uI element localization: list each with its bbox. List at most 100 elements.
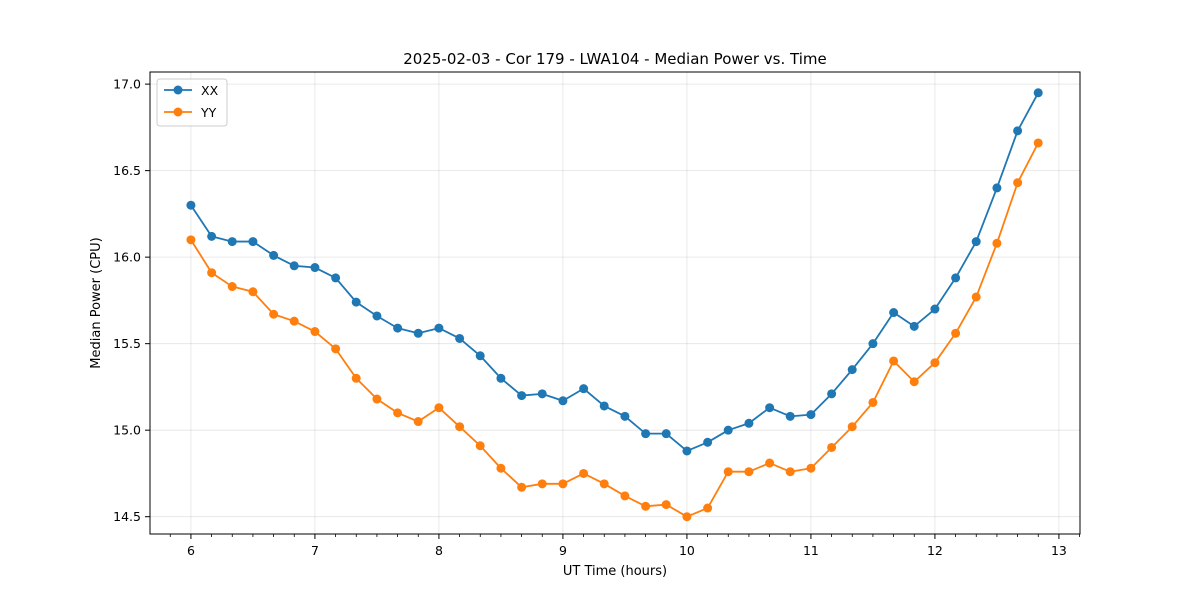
y-tick-label: 17.0: [113, 77, 141, 92]
data-point-xx: [351, 297, 361, 307]
data-point-xx: [951, 273, 961, 283]
data-point-xx: [930, 304, 940, 314]
data-point-yy: [951, 328, 961, 338]
y-tick-label: 14.5: [113, 509, 141, 524]
data-point-yy: [289, 316, 299, 326]
data-point-yy: [186, 235, 196, 245]
data-point-xx: [537, 389, 547, 399]
x-tick-label: 9: [559, 543, 567, 558]
x-tick-label: 11: [803, 543, 819, 558]
data-point-yy: [930, 358, 940, 368]
series-layer: [186, 88, 1043, 522]
data-point-yy: [434, 403, 444, 413]
data-point-xx: [496, 373, 506, 383]
data-point-yy: [661, 500, 671, 510]
data-point-yy: [248, 287, 258, 297]
data-point-xx: [682, 446, 692, 456]
data-point-xx: [599, 401, 609, 411]
x-tick-label: 12: [927, 543, 943, 558]
data-point-yy: [413, 417, 423, 427]
data-point-yy: [971, 292, 981, 302]
data-point-xx: [289, 261, 299, 271]
data-point-xx: [1013, 126, 1023, 136]
data-point-yy: [620, 491, 630, 501]
data-point-xx: [703, 437, 713, 447]
x-tick-label: 10: [679, 543, 695, 558]
data-point-xx: [372, 311, 382, 321]
y-tick-label: 16.5: [113, 163, 141, 178]
data-point-xx: [207, 231, 217, 241]
data-point-xx: [765, 403, 775, 413]
data-point-yy: [393, 408, 403, 418]
data-point-yy: [723, 467, 733, 477]
data-point-yy: [703, 503, 713, 513]
legend-label-yy: YY: [200, 105, 217, 120]
data-point-xx: [847, 365, 857, 375]
data-point-yy: [868, 397, 878, 407]
data-point-yy: [641, 501, 651, 511]
data-point-yy: [909, 377, 919, 387]
data-point-yy: [558, 479, 568, 489]
data-point-yy: [806, 463, 816, 473]
data-point-yy: [227, 282, 237, 292]
data-point-yy: [351, 373, 361, 383]
data-point-xx: [971, 237, 981, 247]
data-point-yy: [765, 458, 775, 468]
x-tick-label: 6: [187, 543, 195, 558]
data-point-yy: [579, 468, 589, 478]
data-point-xx: [186, 200, 196, 210]
data-point-xx: [1033, 88, 1043, 98]
data-point-xx: [413, 328, 423, 338]
data-point-xx: [269, 250, 279, 260]
data-point-yy: [682, 512, 692, 522]
legend-label-xx: XX: [201, 83, 219, 98]
grid: [150, 72, 1080, 534]
data-point-xx: [248, 237, 258, 247]
data-point-xx: [992, 183, 1002, 193]
axis-ticks: 6 7 8 9 10 11 12 13 14.5 15.0 15.5 16.0 16.5 17.0: [113, 77, 1080, 558]
data-point-yy: [517, 482, 527, 492]
data-point-xx: [558, 396, 568, 406]
data-point-xx: [909, 321, 919, 331]
data-point-xx: [434, 323, 444, 333]
data-point-xx: [475, 351, 485, 361]
data-point-xx: [827, 389, 837, 399]
data-point-yy: [827, 442, 837, 452]
data-point-xx: [868, 339, 878, 349]
x-tick-label: 7: [311, 543, 319, 558]
data-point-xx: [455, 333, 465, 343]
chart-title: 2025-02-03 - Cor 179 - LWA104 - Median P…: [403, 50, 827, 68]
legend-marker-yy: [173, 107, 183, 117]
data-point-yy: [331, 344, 341, 354]
plot-frame: [149, 71, 1081, 535]
data-point-xx: [331, 273, 341, 283]
data-point-xx: [227, 237, 237, 247]
data-point-xx: [744, 418, 754, 428]
data-point-yy: [372, 394, 382, 404]
data-point-yy: [599, 479, 609, 489]
y-tick-label: 15.0: [113, 423, 141, 438]
data-point-yy: [889, 356, 899, 366]
data-point-yy: [847, 422, 857, 432]
x-tick-label: 13: [1051, 543, 1067, 558]
data-point-xx: [517, 391, 527, 401]
data-point-xx: [641, 429, 651, 439]
x-tick-label: 8: [435, 543, 443, 558]
y-axis-label: Median Power (CPU): [89, 237, 104, 368]
data-point-yy: [207, 268, 217, 278]
x-axis-label: UT Time (hours): [563, 564, 667, 579]
legend-marker-xx: [173, 85, 183, 95]
data-point-xx: [723, 425, 733, 435]
data-point-yy: [475, 441, 485, 451]
y-tick-label: 16.0: [113, 250, 141, 265]
data-point-xx: [806, 410, 816, 420]
data-point-yy: [310, 327, 320, 337]
data-point-yy: [537, 479, 547, 489]
y-tick-label: 15.5: [113, 336, 141, 351]
data-point-yy: [744, 467, 754, 477]
data-point-xx: [785, 411, 795, 421]
data-point-yy: [785, 467, 795, 477]
data-point-yy: [1013, 178, 1023, 188]
data-point-xx: [661, 429, 671, 439]
